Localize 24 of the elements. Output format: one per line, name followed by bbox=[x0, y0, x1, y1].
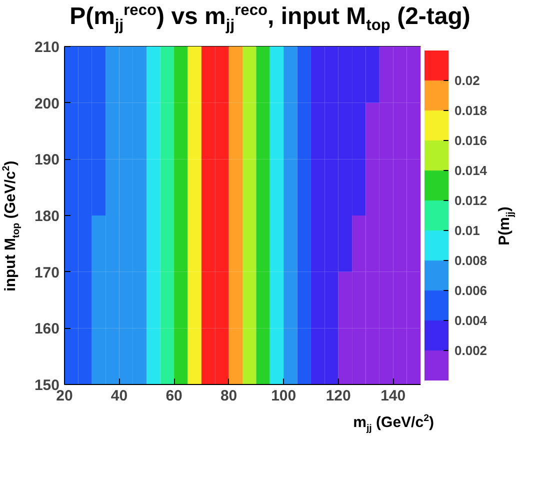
y-tick-label: 180 bbox=[34, 208, 60, 225]
color-bar-label: 0.004 bbox=[454, 313, 488, 328]
x-tick-label: 140 bbox=[380, 388, 406, 404]
x-axis-title: m$_{jj}$ (GeV/c$^{2}$) bbox=[352, 412, 434, 436]
color-bar-label: 0.008 bbox=[454, 253, 488, 268]
x-tick-label: 100 bbox=[271, 388, 296, 404]
color-bar-label: 0.01 bbox=[454, 223, 480, 238]
y-tick-label: 210 bbox=[34, 39, 60, 56]
y-tick-label: 200 bbox=[34, 95, 60, 112]
color-bar-label: 0.02 bbox=[454, 73, 480, 88]
color-bar-label: 0.002 bbox=[454, 343, 488, 358]
x-tick-label: 60 bbox=[166, 388, 182, 404]
color-bar-label: 0.014 bbox=[454, 163, 488, 178]
y-tick-label: 170 bbox=[34, 264, 60, 282]
y-tick-label: 190 bbox=[34, 152, 60, 169]
chart-title: P(m$_{jj}$$^{reco}$) vs m$_{jj}$$^{reco}$, input M$_{top}$ (2-tag) bbox=[70, 2, 470, 34]
color-bar-label: 0.012 bbox=[454, 193, 488, 208]
color-bar-label: 0.016 bbox=[454, 133, 488, 148]
x-tick-label: 120 bbox=[326, 388, 351, 404]
y-tick-label: 160 bbox=[34, 320, 60, 338]
x-tick-label: 40 bbox=[110, 388, 128, 404]
color-bar-label: 0.018 bbox=[454, 103, 488, 118]
x-tick-label: 80 bbox=[220, 388, 238, 404]
color-bar-label: 0.006 bbox=[454, 283, 488, 298]
